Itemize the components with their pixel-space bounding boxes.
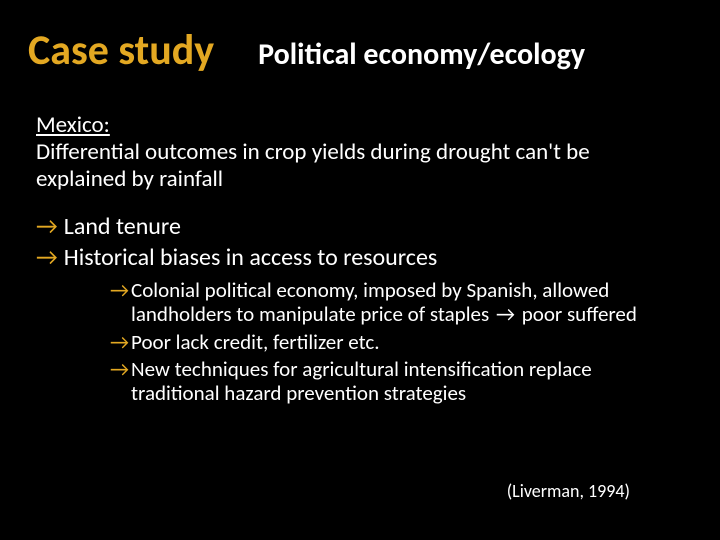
bullet-text: New techniques for agricultural intensif… xyxy=(131,357,680,406)
bullet-text: Land tenure xyxy=(64,213,181,241)
list-item: → Poor lack credit, fertilizer etc. xyxy=(110,330,680,354)
arrow-icon: → xyxy=(110,330,129,354)
list-item: → New techniques for agricultural intens… xyxy=(110,357,680,406)
slide-header: Case study Political economy/ecology xyxy=(0,0,720,76)
arrow-icon: → xyxy=(110,278,129,302)
arrow-icon: → xyxy=(36,213,58,241)
main-bullet-list: → Land tenure → Historical biases in acc… xyxy=(36,213,720,405)
list-item: → Historical biases in access to resourc… xyxy=(36,244,720,272)
bullet-text: Historical biases in access to resources xyxy=(64,244,438,272)
slide-title: Case study xyxy=(28,25,214,76)
intro-heading: Mexico: xyxy=(36,111,110,139)
citation-text: (Liverman, 1994) xyxy=(507,480,630,502)
sub-bullet-list: → Colonial political economy, imposed by… xyxy=(110,278,680,406)
list-item: → Colonial political economy, imposed by… xyxy=(110,278,680,327)
bullet-text: Colonial political economy, imposed by S… xyxy=(131,278,680,327)
bullet-text: Poor lack credit, fertilizer etc. xyxy=(131,330,380,354)
slide-subtitle: Political economy/ecology xyxy=(258,36,585,73)
arrow-icon: → xyxy=(36,244,58,272)
intro-body: Differential outcomes in crop yields dur… xyxy=(36,138,590,193)
list-item: → Land tenure xyxy=(36,213,720,241)
inline-arrow-icon: → xyxy=(494,301,517,327)
arrow-icon: → xyxy=(110,357,129,381)
intro-block: Mexico: Differential outcomes in crop yi… xyxy=(36,112,684,193)
